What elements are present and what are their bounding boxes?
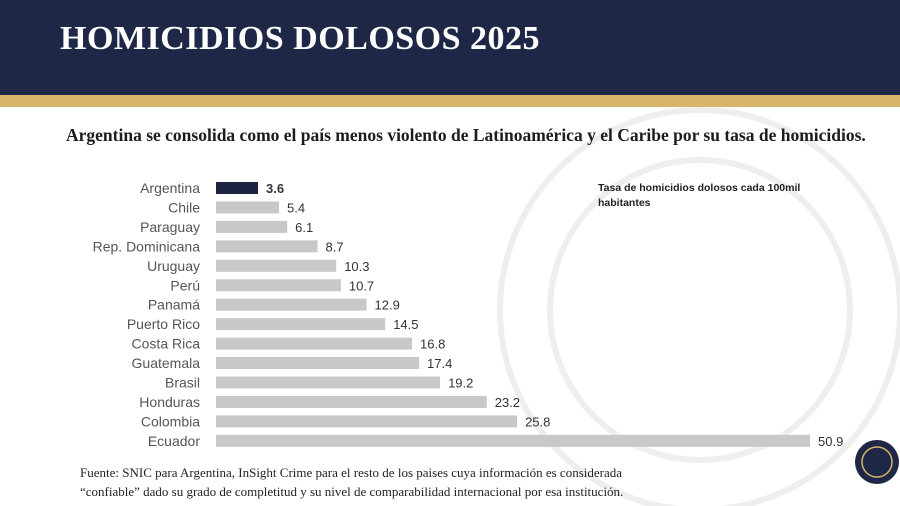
value-label: 8.7: [326, 239, 344, 254]
emblem: [855, 440, 899, 484]
category-label: Chile: [168, 199, 200, 215]
bar: [216, 434, 810, 447]
bar: [216, 298, 367, 311]
bar: [216, 357, 420, 370]
bar: [216, 240, 318, 253]
value-label: 6.1: [295, 220, 313, 235]
value-label: 19.2: [448, 376, 473, 391]
category-label: Rep. Dominicana: [93, 238, 201, 254]
value-label: 14.5: [393, 317, 418, 332]
value-label: 23.2: [495, 395, 520, 410]
bar: [216, 376, 441, 389]
bar: [216, 279, 341, 292]
value-label: 10.3: [344, 259, 369, 274]
chart-title: Argentina se consolida como el país meno…: [66, 125, 866, 145]
bar: [216, 337, 413, 350]
value-label: 10.7: [349, 278, 374, 293]
bar: [216, 201, 280, 214]
category-label: Argentina: [140, 180, 200, 196]
source: Fuente: SNIC para Argentina, InSight Cri…: [80, 463, 623, 501]
category-label: Perú: [170, 277, 200, 293]
category-label: Ecuador: [148, 433, 200, 449]
value-label: 3.6: [266, 181, 284, 196]
category-label: Honduras: [139, 394, 200, 410]
source-line: Fuente: SNIC para Argentina, InSight Cri…: [80, 465, 623, 480]
value-label: 5.4: [287, 200, 305, 215]
bar: [216, 182, 259, 194]
bar: [216, 318, 386, 331]
bar: [216, 259, 337, 272]
category-label: Costa Rica: [132, 336, 201, 352]
accent-stripe: [0, 95, 900, 107]
category-label: Uruguay: [147, 258, 200, 274]
bar: [216, 220, 288, 233]
bar: [216, 415, 518, 428]
value-label: 17.4: [427, 356, 452, 371]
value-label: 50.9: [818, 434, 843, 449]
category-label: Brasil: [165, 375, 200, 391]
header-band: [0, 0, 900, 95]
category-label: Paraguay: [140, 219, 200, 235]
slide-title: HOMICIDIOS DOLOSOS 2025: [60, 20, 541, 57]
source-line: “confiable” dado su grado de completitud…: [80, 484, 624, 499]
category-label: Colombia: [141, 413, 200, 429]
category-label: Puerto Rico: [127, 316, 200, 332]
value-label: 12.9: [375, 298, 400, 313]
value-label: 16.8: [420, 337, 445, 352]
chart-note: Tasa de homicidios dolosos cada 100mil h…: [598, 182, 801, 209]
watermark-seal: [497, 107, 900, 506]
value-label: 25.8: [525, 414, 550, 429]
category-label: Panamá: [148, 297, 200, 313]
bar: [216, 395, 487, 408]
category-label: Guatemala: [132, 355, 201, 371]
